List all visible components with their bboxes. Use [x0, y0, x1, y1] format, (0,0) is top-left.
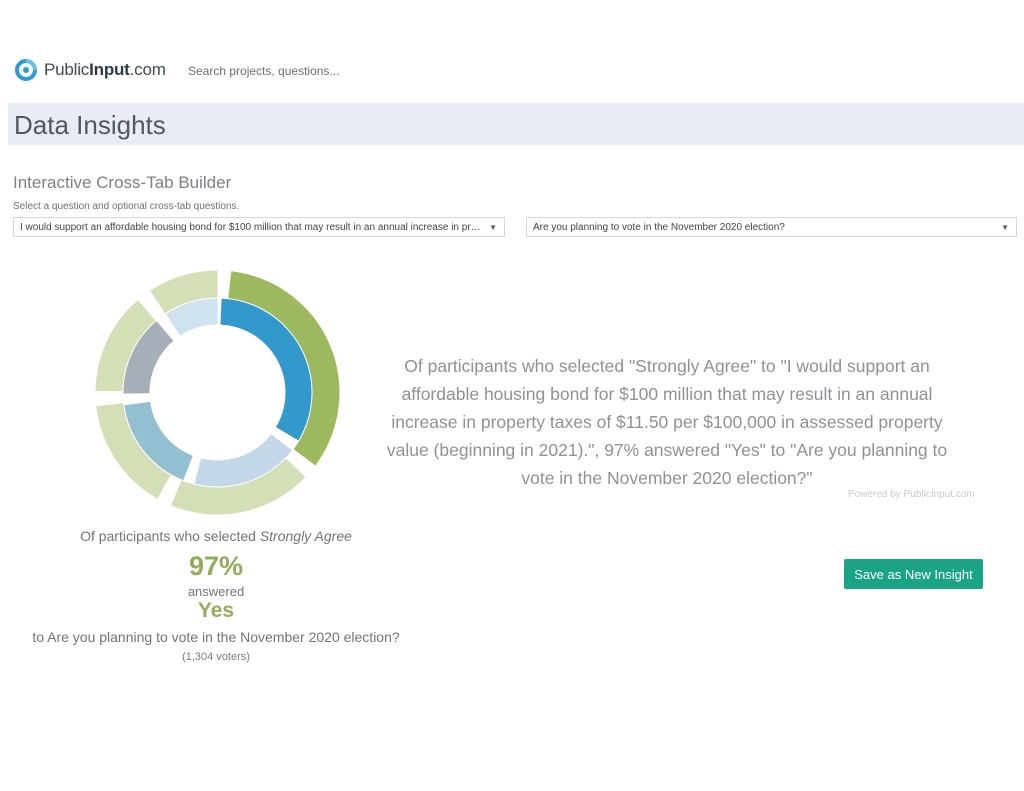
- caret-down-icon: ▼: [489, 223, 497, 232]
- inner-ring-segment-3: [194, 434, 292, 487]
- donut-chart: [95, 270, 340, 515]
- outer-ring-segment-7: [95, 299, 156, 392]
- instruction-text: Select a question and optional cross-tab…: [13, 201, 240, 212]
- summary-voter-count: (1,304 voters): [182, 651, 250, 663]
- page-header: Data Insights: [8, 103, 1024, 145]
- outer-ring-segment-2: [285, 449, 316, 478]
- inner-ring-segment-6: [123, 393, 151, 406]
- outer-ring-segment-8: [137, 290, 166, 321]
- summary-percent: 97%: [188, 551, 244, 581]
- caret-down-icon: ▼: [1001, 223, 1009, 232]
- inner-ring-segment-9: [165, 298, 218, 336]
- outer-ring-segment-6: [95, 390, 124, 407]
- inner-ring-segment-2: [271, 427, 299, 451]
- outer-ring-segment-0: [217, 270, 232, 299]
- publicinput-logo-icon: [15, 59, 37, 81]
- page-title: Data Insights: [14, 110, 166, 140]
- summary-question: to Are you planning to vote in the Novem…: [32, 629, 400, 645]
- logo[interactable]: PublicInput.com: [14, 58, 166, 82]
- insight-statement: Of participants who selected "Strongly A…: [386, 356, 948, 488]
- inner-ring-segment-7: [123, 320, 174, 394]
- inner-ring-segment-8: [156, 313, 181, 341]
- crosstab-question-value: Are you planning to vote in the November…: [533, 222, 785, 233]
- search-input[interactable]: [184, 58, 452, 84]
- outer-ring-segment-1: [228, 271, 340, 466]
- section-title: Interactive Cross-Tab Builder: [13, 173, 232, 192]
- inner-ring-segment-4: [183, 455, 201, 484]
- summary-answer: Yes: [197, 599, 235, 622]
- crosstab-question-select[interactable]: Are you planning to vote in the November…: [526, 217, 1017, 237]
- outer-ring-segment-5: [96, 403, 171, 499]
- primary-question-value: I would support an affordable housing bo…: [20, 222, 505, 233]
- outer-ring-segment-3: [171, 458, 306, 515]
- selected-option: Strongly Agree: [259, 528, 352, 544]
- inner-ring-segment-0: [217, 298, 222, 325]
- save-insight-button[interactable]: Save as New Insight: [844, 559, 983, 589]
- outer-ring-segment-4: [157, 475, 182, 506]
- powered-by-text: Powered by PublicInput.com: [848, 489, 975, 500]
- primary-question-select[interactable]: I would support an affordable housing bo…: [13, 217, 505, 237]
- inner-ring-segment-5: [124, 401, 193, 481]
- logo-text: PublicInput.com: [44, 60, 166, 79]
- summary-intro: Of participants who selected Strongly Ag…: [80, 528, 352, 544]
- summary-answered-label: answered: [187, 584, 245, 599]
- outer-ring-segment-9: [150, 270, 218, 314]
- inner-ring-segment-1: [220, 298, 312, 441]
- insight-summary: Of participants who selected Strongly Ag…: [0, 528, 432, 663]
- top-bar: PublicInput.com: [0, 50, 1024, 94]
